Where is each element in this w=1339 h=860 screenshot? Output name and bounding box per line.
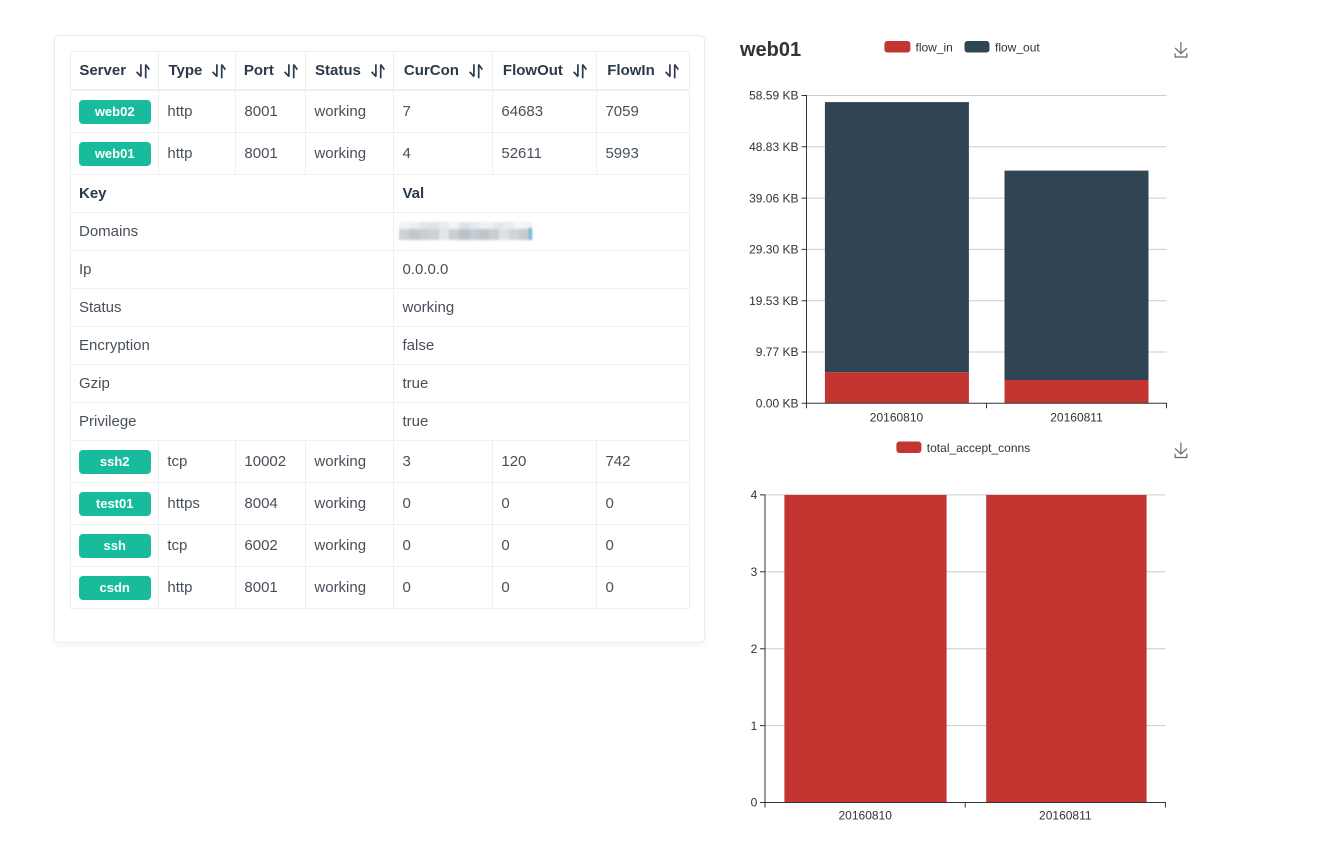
svg-text:4: 4 xyxy=(751,488,758,502)
svg-text:flow_out: flow_out xyxy=(995,40,1040,54)
svg-text:29.30 KB: 29.30 KB xyxy=(749,243,798,257)
svg-text:total_accept_conns: total_accept_conns xyxy=(927,441,1030,455)
svg-text:19.53 KB: 19.53 KB xyxy=(749,294,798,308)
svg-text:web01: web01 xyxy=(739,39,801,61)
svg-text:58.59 KB: 58.59 KB xyxy=(749,89,798,103)
svg-text:flow_in: flow_in xyxy=(916,40,953,54)
svg-text:20160811: 20160811 xyxy=(1050,411,1103,425)
svg-text:0: 0 xyxy=(751,796,758,810)
svg-text:20160810: 20160810 xyxy=(839,809,893,823)
svg-text:9.77 KB: 9.77 KB xyxy=(756,345,799,359)
svg-text:20160810: 20160810 xyxy=(870,411,924,425)
svg-text:3: 3 xyxy=(751,565,758,579)
svg-text:20160811: 20160811 xyxy=(1039,809,1092,823)
svg-text:39.06 KB: 39.06 KB xyxy=(749,191,798,205)
svg-text:2: 2 xyxy=(751,642,758,656)
svg-text:48.83 KB: 48.83 KB xyxy=(749,140,798,154)
svg-text:1: 1 xyxy=(751,719,758,733)
svg-text:0.00 KB: 0.00 KB xyxy=(756,397,799,411)
